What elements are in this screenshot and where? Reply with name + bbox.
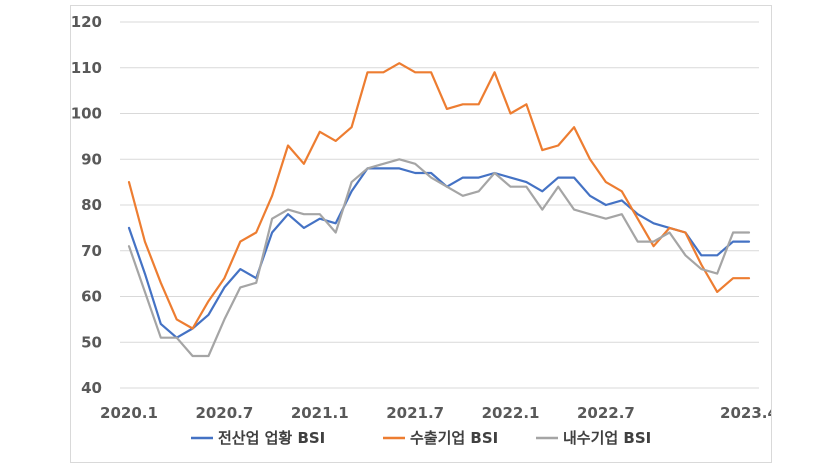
gridlines xyxy=(120,21,759,389)
legend-label: 내수기업 BSI xyxy=(563,429,651,447)
series-lines xyxy=(127,62,751,358)
legend: 전산업 업황 BSI 수출기업 BSI 내수기업 BSI xyxy=(191,429,651,447)
y-axis-ticks: 40 50 60 70 80 90 100 110 120 xyxy=(71,13,102,397)
y-tick-label: 100 xyxy=(71,105,102,123)
x-tick-label: 2022.1 xyxy=(482,404,540,422)
x-tick-label: 2023.4 xyxy=(720,404,771,422)
series-line xyxy=(127,158,751,358)
legend-label: 전산업 업황 BSI xyxy=(218,429,325,447)
y-tick-label: 60 xyxy=(81,288,102,306)
x-tick-label: 2022.7 xyxy=(577,404,635,422)
y-tick-label: 120 xyxy=(71,13,102,31)
y-tick-label: 80 xyxy=(81,196,102,214)
y-tick-label: 90 xyxy=(81,150,102,168)
y-tick-label: 40 xyxy=(81,379,102,397)
series-line xyxy=(127,62,751,330)
legend-label: 수출기업 BSI xyxy=(410,429,498,447)
y-tick-label: 70 xyxy=(81,242,102,260)
x-tick-label: 2020.1 xyxy=(100,404,158,422)
x-tick-label: 2021.7 xyxy=(386,404,444,422)
x-tick-label: 2021.1 xyxy=(291,404,349,422)
series-line xyxy=(127,167,751,339)
y-tick-label: 110 xyxy=(71,59,102,77)
x-tick-label: 2020.7 xyxy=(195,404,253,422)
x-axis-ticks: 2020.1 2020.7 2021.1 2021.7 2022.1 2022.7 2023… xyxy=(100,404,771,422)
chart-frame: 40 50 60 70 80 90 100 110 120 2020.1 2020.7 2021.1… xyxy=(70,5,772,463)
line-chart: 40 50 60 70 80 90 100 110 120 2020.1 2020.7 2021.1… xyxy=(71,13,771,447)
y-tick-label: 50 xyxy=(81,333,102,351)
